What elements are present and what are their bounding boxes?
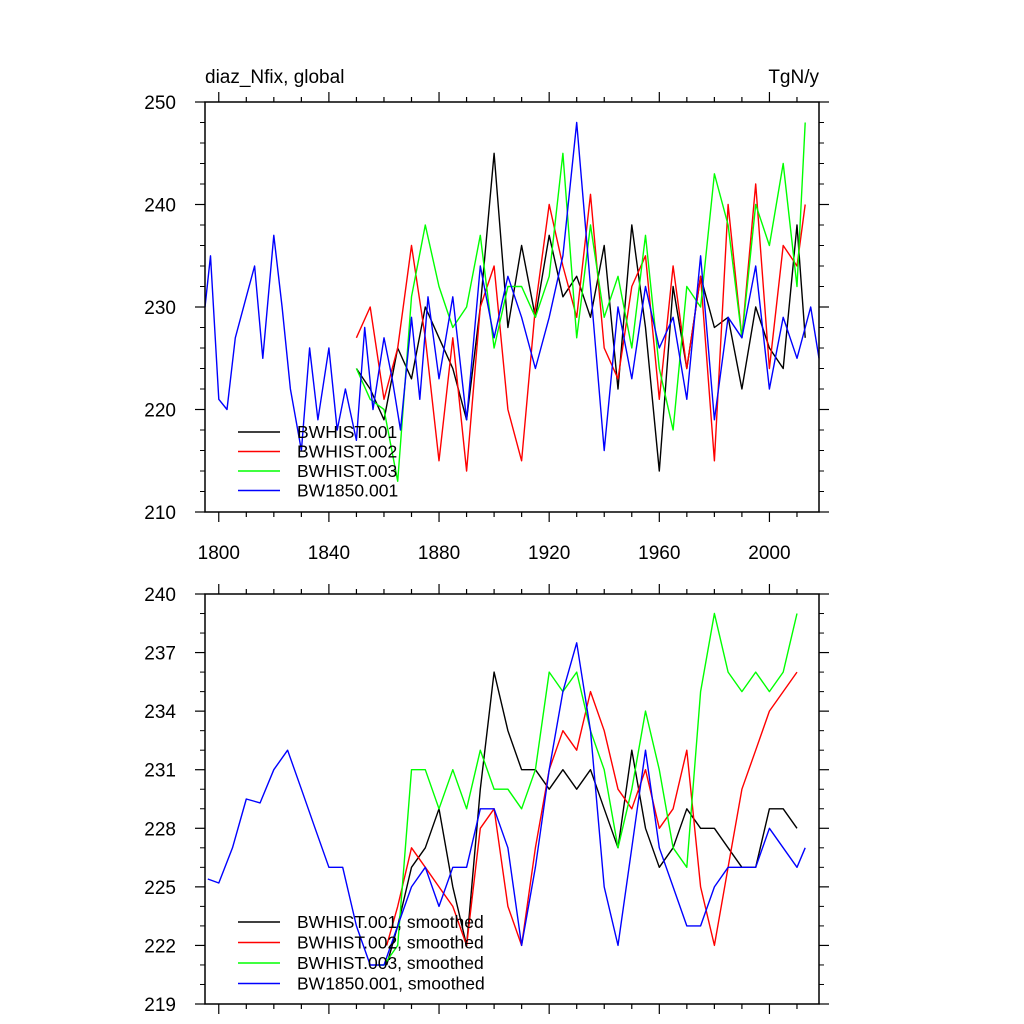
top-panel: diaz_Nfix, global TgN/y 1800 1840 1880 1920…: [144, 67, 829, 564]
y-tick-label: 219: [144, 995, 176, 1016]
y-tick-label: 240: [144, 585, 176, 606]
series-line-1: [386, 671, 798, 966]
y-tick-label: 230: [144, 298, 176, 319]
series-line-4: [207, 642, 806, 966]
y-tick-label: 220: [144, 401, 176, 422]
legend-label: BWHIST.001: [297, 422, 397, 442]
top-panel-lines: [204, 121, 820, 482]
top-panel-frame: [204, 101, 820, 513]
legend-label: BWHIST.002, smoothed: [297, 933, 484, 953]
bottom-panel-ticks: 219 222 225 228 231 234 237 240: [144, 584, 829, 1016]
bottom-panel-frame: [204, 593, 820, 1005]
legend-label: BWHIST.002: [297, 442, 397, 462]
y-tick-label: 225: [144, 878, 176, 899]
legend-label: BWHIST.003, smoothed: [297, 953, 484, 973]
x-tick-label: 1840: [308, 543, 350, 564]
series-line-4: [204, 121, 820, 452]
y-tick-label: 222: [144, 936, 176, 957]
series-line-2: [386, 671, 798, 947]
top-panel-title-right: TgN/y: [768, 67, 819, 88]
x-tick-label: 1960: [638, 543, 680, 564]
y-tick-label: 231: [144, 761, 176, 782]
legend-label: BWHIST.001, smoothed: [297, 912, 484, 932]
bottom-panel: 219 222 225 228 231 234 237 240 BWHIST.001, smo…: [144, 584, 829, 1016]
bottom-panel-lines: [207, 612, 806, 966]
top-panel-ticks: 1800 1840 1880 1920 1960 2000 210 220 230 240 250: [144, 92, 829, 564]
series-line-3: [378, 612, 798, 966]
y-tick-label: 250: [144, 93, 176, 114]
series-line-2: [355, 183, 806, 472]
y-tick-label: 237: [144, 644, 176, 665]
legend-label: BWHIST.003: [297, 461, 397, 481]
legend-label: BW1850.001, smoothed: [297, 974, 485, 994]
y-tick-label: 240: [144, 196, 176, 217]
x-tick-label: 1920: [528, 543, 570, 564]
x-tick-label: 1800: [198, 543, 240, 564]
x-tick-label: 2000: [748, 543, 790, 564]
y-tick-label: 234: [144, 702, 176, 723]
top-panel-title-left: diaz_Nfix, global: [205, 67, 344, 88]
series-line-3: [355, 122, 806, 482]
x-tick-label: 1880: [418, 543, 460, 564]
series-line-1: [355, 152, 806, 472]
y-tick-label: 228: [144, 819, 176, 840]
legend-label: BW1850.001: [297, 481, 398, 501]
y-tick-label: 210: [144, 503, 176, 524]
